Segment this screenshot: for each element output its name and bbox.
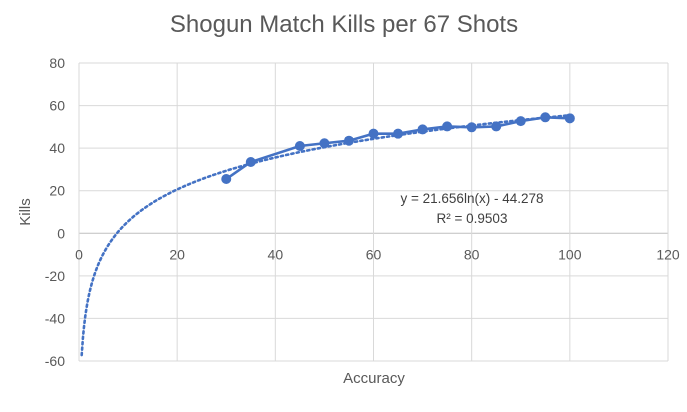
data-point	[491, 121, 502, 132]
data-point	[368, 128, 379, 139]
y-tick-label: 40	[49, 140, 65, 156]
log-trendline	[80, 113, 576, 357]
data-point	[343, 135, 354, 146]
y-tick-label: -60	[45, 353, 65, 369]
data-point	[515, 116, 526, 127]
trendline-layer	[80, 113, 576, 357]
x-tick-label: 80	[464, 246, 480, 262]
y-axis-title: Kills	[17, 198, 34, 226]
x-tick-label: 40	[268, 246, 284, 262]
x-tick-label: 0	[75, 246, 83, 262]
data-point	[442, 121, 453, 132]
y-tick-label: 20	[49, 183, 65, 199]
data-point	[417, 124, 428, 135]
series-layer	[221, 112, 575, 185]
chart-title: Shogun Match Kills per 67 Shots	[170, 11, 518, 38]
data-point	[466, 122, 477, 133]
data-point	[540, 112, 551, 123]
tick-labels: -60 -40 -20 0 20 40 60 80 0 20 40 60 80 100 120	[45, 55, 680, 369]
data-point	[245, 156, 256, 167]
y-tick-label: -20	[45, 268, 65, 284]
y-tick-label: 60	[49, 98, 65, 114]
y-tick-label: -40	[45, 310, 65, 326]
y-tick-label: 0	[57, 225, 65, 241]
data-point	[564, 113, 575, 124]
x-tick-label: 20	[169, 246, 185, 262]
data-point	[294, 141, 305, 152]
trendline-equation: y = 21.656ln(x) - 44.278	[401, 191, 544, 206]
x-tick-label: 120	[656, 246, 680, 262]
x-tick-label: 100	[558, 246, 582, 262]
gridlines	[78, 62, 669, 362]
data-point	[319, 138, 330, 149]
x-tick-label: 60	[366, 246, 382, 262]
x-axis-title: Accuracy	[343, 370, 405, 387]
trendline-r-squared: R² = 0.9503	[437, 211, 508, 226]
data-point	[393, 128, 404, 139]
data-point	[221, 174, 232, 185]
y-tick-label: 80	[49, 55, 65, 71]
